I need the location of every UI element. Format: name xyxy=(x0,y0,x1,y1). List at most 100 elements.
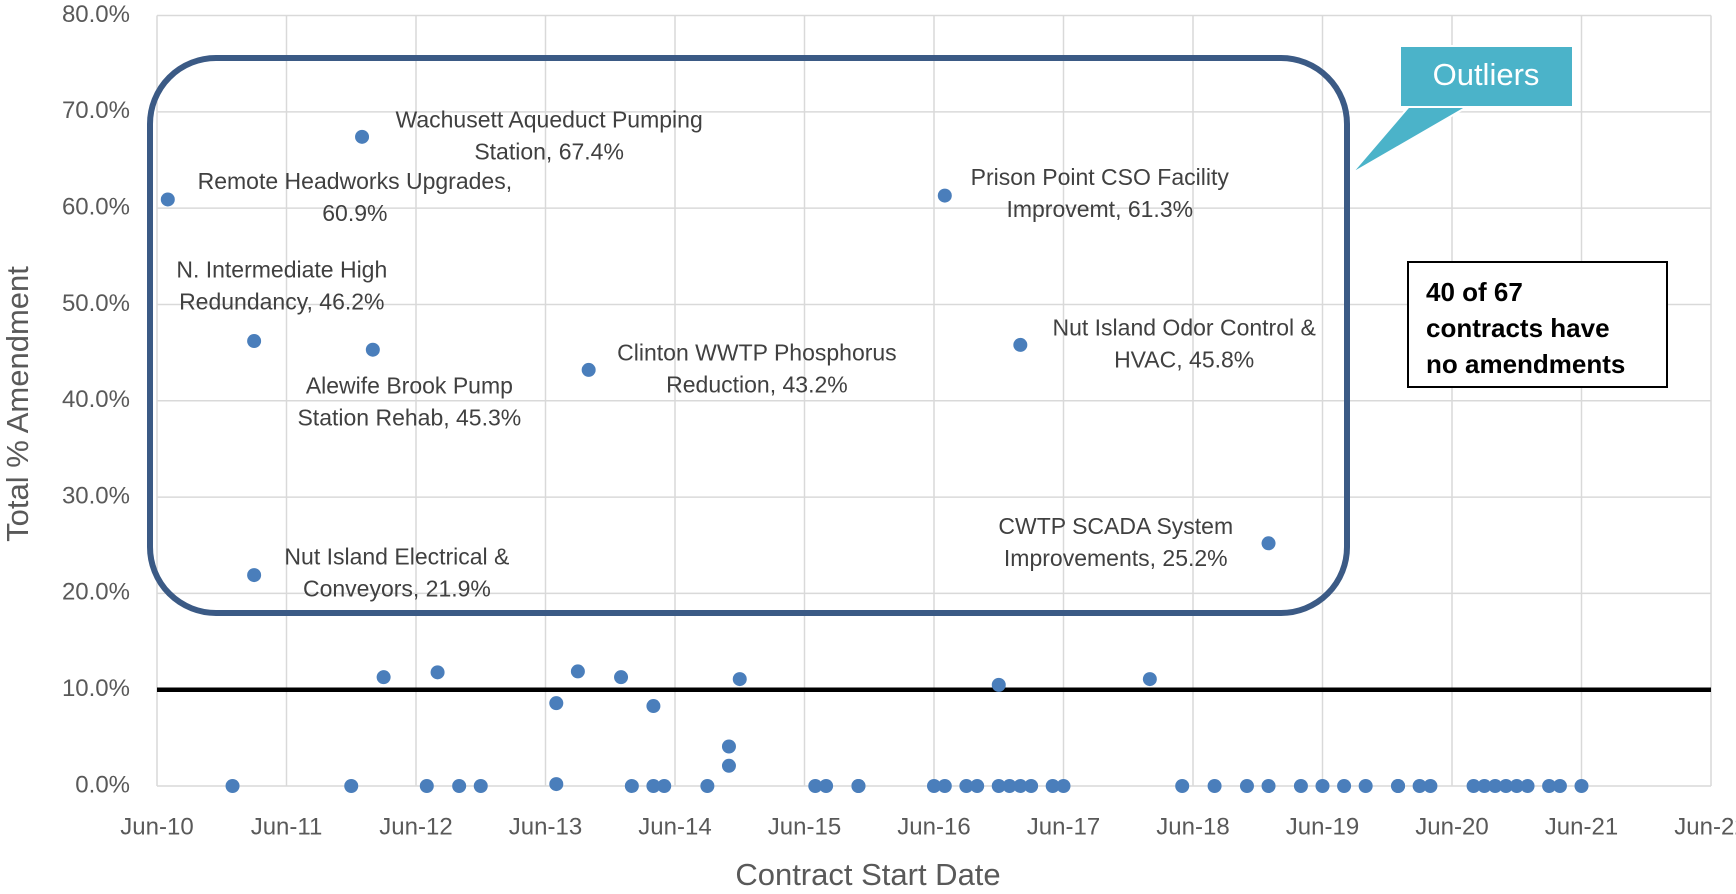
point xyxy=(937,779,952,793)
point xyxy=(970,779,985,793)
x-tick-label: Jun-22 xyxy=(1674,813,1736,840)
point-label: CWTP SCADA System xyxy=(998,513,1233,539)
point-label: Wachusett Aqueduct Pumping xyxy=(395,106,702,132)
y-axis-title: Total % Amendment xyxy=(0,266,35,542)
x-tick-label: Jun-17 xyxy=(1027,813,1100,840)
x-tick-label: Jun-14 xyxy=(638,813,711,840)
point-label: Conveyors, 21.9% xyxy=(303,576,491,602)
point xyxy=(1498,779,1513,793)
x-tick-label: Jun-18 xyxy=(1156,813,1229,840)
point xyxy=(1261,779,1276,793)
y-tick-label: 20.0% xyxy=(62,579,130,606)
point xyxy=(452,779,467,793)
point-label: 60.9% xyxy=(322,200,387,226)
x-tick-label: Jun-16 xyxy=(897,813,970,840)
point-label: Clinton WWTP Phosphorus xyxy=(617,340,897,366)
point xyxy=(1175,779,1190,793)
point xyxy=(732,672,747,687)
point xyxy=(721,739,736,754)
x-axis-title: Contract Start Date xyxy=(735,857,1000,892)
point xyxy=(247,568,262,583)
point xyxy=(1358,779,1373,793)
note-text: contracts have xyxy=(1426,313,1610,343)
point xyxy=(646,779,661,793)
point-label: Nut Island Electrical & xyxy=(284,544,509,570)
y-tick-label: 30.0% xyxy=(62,482,130,509)
x-tick-label: Jun-11 xyxy=(251,813,323,840)
point xyxy=(646,699,661,714)
point xyxy=(549,696,564,711)
callout-pointer xyxy=(1350,103,1476,175)
point xyxy=(851,779,866,793)
point xyxy=(1477,779,1492,793)
point xyxy=(819,779,834,793)
point xyxy=(1045,779,1060,793)
point-label: Remote Headworks Upgrades, xyxy=(198,168,512,194)
point xyxy=(247,334,262,349)
point xyxy=(1520,779,1535,793)
point-label: Improvemt, 61.3% xyxy=(1006,196,1193,222)
x-tick-label: Jun-20 xyxy=(1415,813,1488,840)
point-label: HVAC, 45.8% xyxy=(1114,347,1254,373)
point xyxy=(1013,337,1028,352)
y-tick-label: 80.0% xyxy=(62,1,130,28)
point xyxy=(1207,779,1222,793)
y-tick-label: 10.0% xyxy=(62,675,130,702)
x-tick-label: Jun-21 xyxy=(1545,813,1618,840)
x-tick-label: Jun-15 xyxy=(768,813,841,840)
note-box xyxy=(1407,261,1668,388)
y-tick-label: 0.0% xyxy=(75,771,130,798)
point xyxy=(657,779,672,793)
point xyxy=(1337,779,1352,793)
point-label: Station, 67.4% xyxy=(474,139,624,165)
outlier-frame xyxy=(147,55,1350,616)
point-label: Prison Point CSO Facility xyxy=(971,164,1230,190)
point xyxy=(355,129,370,144)
note-text: no amendments xyxy=(1426,349,1625,379)
point xyxy=(1315,779,1330,793)
point xyxy=(419,779,434,793)
point xyxy=(1488,779,1503,793)
point xyxy=(430,665,445,680)
point xyxy=(1509,779,1524,793)
point xyxy=(1239,779,1254,793)
point xyxy=(1013,779,1028,793)
point-label: Improvements, 25.2% xyxy=(1004,545,1228,571)
point xyxy=(721,758,736,773)
callout-box xyxy=(1399,45,1574,108)
point xyxy=(1002,779,1017,793)
point xyxy=(225,779,240,793)
point-label: N. Intermediate High xyxy=(176,256,387,282)
callout-text: Outliers xyxy=(1433,57,1540,92)
point xyxy=(376,670,391,685)
x-tick-label: Jun-19 xyxy=(1286,813,1359,840)
point xyxy=(927,779,941,793)
point xyxy=(473,779,488,793)
point xyxy=(1142,672,1157,687)
point xyxy=(808,779,823,793)
note-text: 40 of 67 xyxy=(1426,277,1523,307)
x-tick-label: Jun-12 xyxy=(379,813,452,840)
point xyxy=(344,779,359,793)
point xyxy=(937,188,952,203)
point xyxy=(614,670,629,685)
y-tick-label: 60.0% xyxy=(62,193,130,220)
point xyxy=(1293,779,1308,793)
point-label: Redundancy, 46.2% xyxy=(179,288,384,314)
point xyxy=(1412,779,1427,793)
point-label: Reduction, 43.2% xyxy=(666,372,848,398)
point xyxy=(1552,779,1567,793)
point-label: Nut Island Odor Control & xyxy=(1052,314,1315,340)
point-label: Station Rehab, 45.3% xyxy=(297,405,521,431)
point xyxy=(1024,779,1039,793)
y-tick-label: 40.0% xyxy=(62,386,130,413)
point xyxy=(1056,779,1071,793)
point xyxy=(700,779,715,793)
point xyxy=(991,779,1006,793)
point xyxy=(160,192,175,207)
point-label: Alewife Brook Pump xyxy=(306,372,513,398)
point xyxy=(1423,779,1438,793)
point xyxy=(1542,779,1557,793)
y-tick-label: 70.0% xyxy=(62,97,130,124)
